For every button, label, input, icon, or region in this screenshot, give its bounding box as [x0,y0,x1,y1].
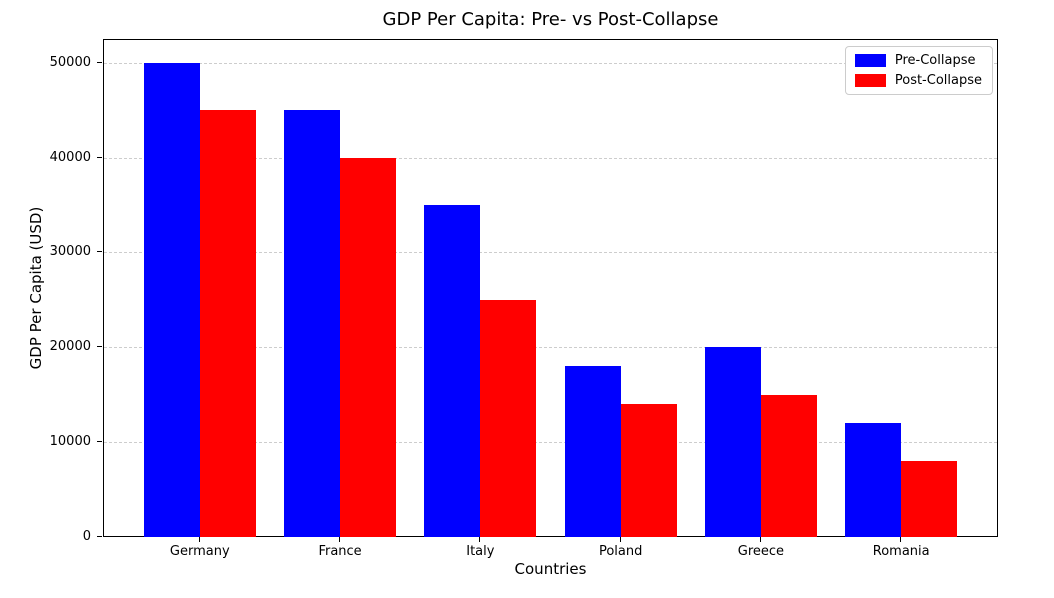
y-tick-label: 30000 [49,244,91,260]
plot-area [103,39,998,537]
y-tick-label: 0 [82,529,91,544]
y-tick-label: 50000 [49,54,91,70]
bar-pre-collapse-france [283,110,341,537]
legend: Pre-Collapse Post-Collapse [844,46,993,95]
bar-post-collapse-italy [480,299,537,537]
x-tick-label: Greece [737,544,785,559]
y-tickmark [97,61,102,63]
legend-swatch-pre-collapse [854,54,886,67]
bar-pre-collapse-germany [143,62,200,537]
y-tickmark [97,251,102,253]
gridline [104,252,997,254]
x-axis-label: Countries [514,560,587,578]
y-axis-label: GDP Per Capita (USD) [27,206,45,370]
y-tickmark [97,346,102,348]
y-tickmark [97,536,102,537]
bar-pre-collapse-poland [564,366,621,537]
x-tickmark [479,537,481,542]
y-tickmark [97,156,102,158]
bar-pre-collapse-romania [845,423,902,537]
bar-post-collapse-romania [901,461,958,537]
gridline [104,442,997,444]
x-tick-label: Germany [169,544,230,559]
x-tickmark [759,537,761,542]
legend-swatch-post-collapse [854,74,886,87]
gridline [104,157,997,159]
bar-pre-collapse-italy [424,205,481,537]
x-tickmark [339,537,341,542]
bar-pre-collapse-greece [704,347,761,537]
chart-title: GDP Per Capita: Pre- vs Post-Collapse [382,9,719,30]
gridline [104,347,997,349]
y-tick-label: 20000 [49,339,91,355]
bar-post-collapse-france [340,157,397,537]
legend-entry: Pre-Collapse [854,53,982,68]
legend-label: Pre-Collapse [894,53,976,68]
x-tickmark [198,537,200,542]
legend-entry: Post-Collapse [854,73,982,88]
bar-post-collapse-greece [760,394,818,537]
gridline [104,62,997,64]
y-tick-label: 40000 [49,149,91,165]
bar-post-collapse-germany [199,110,256,537]
x-tickmark [900,537,902,542]
y-tick-label: 10000 [49,434,91,450]
bar-post-collapse-poland [620,404,677,537]
x-tick-label: Romania [872,544,930,559]
legend-label: Post-Collapse [894,73,982,88]
x-tick-label: France [318,544,362,559]
y-tickmark [97,441,102,443]
x-tick-label: Poland [598,544,643,559]
x-tick-label: Italy [466,544,495,559]
x-tickmark [619,537,621,542]
